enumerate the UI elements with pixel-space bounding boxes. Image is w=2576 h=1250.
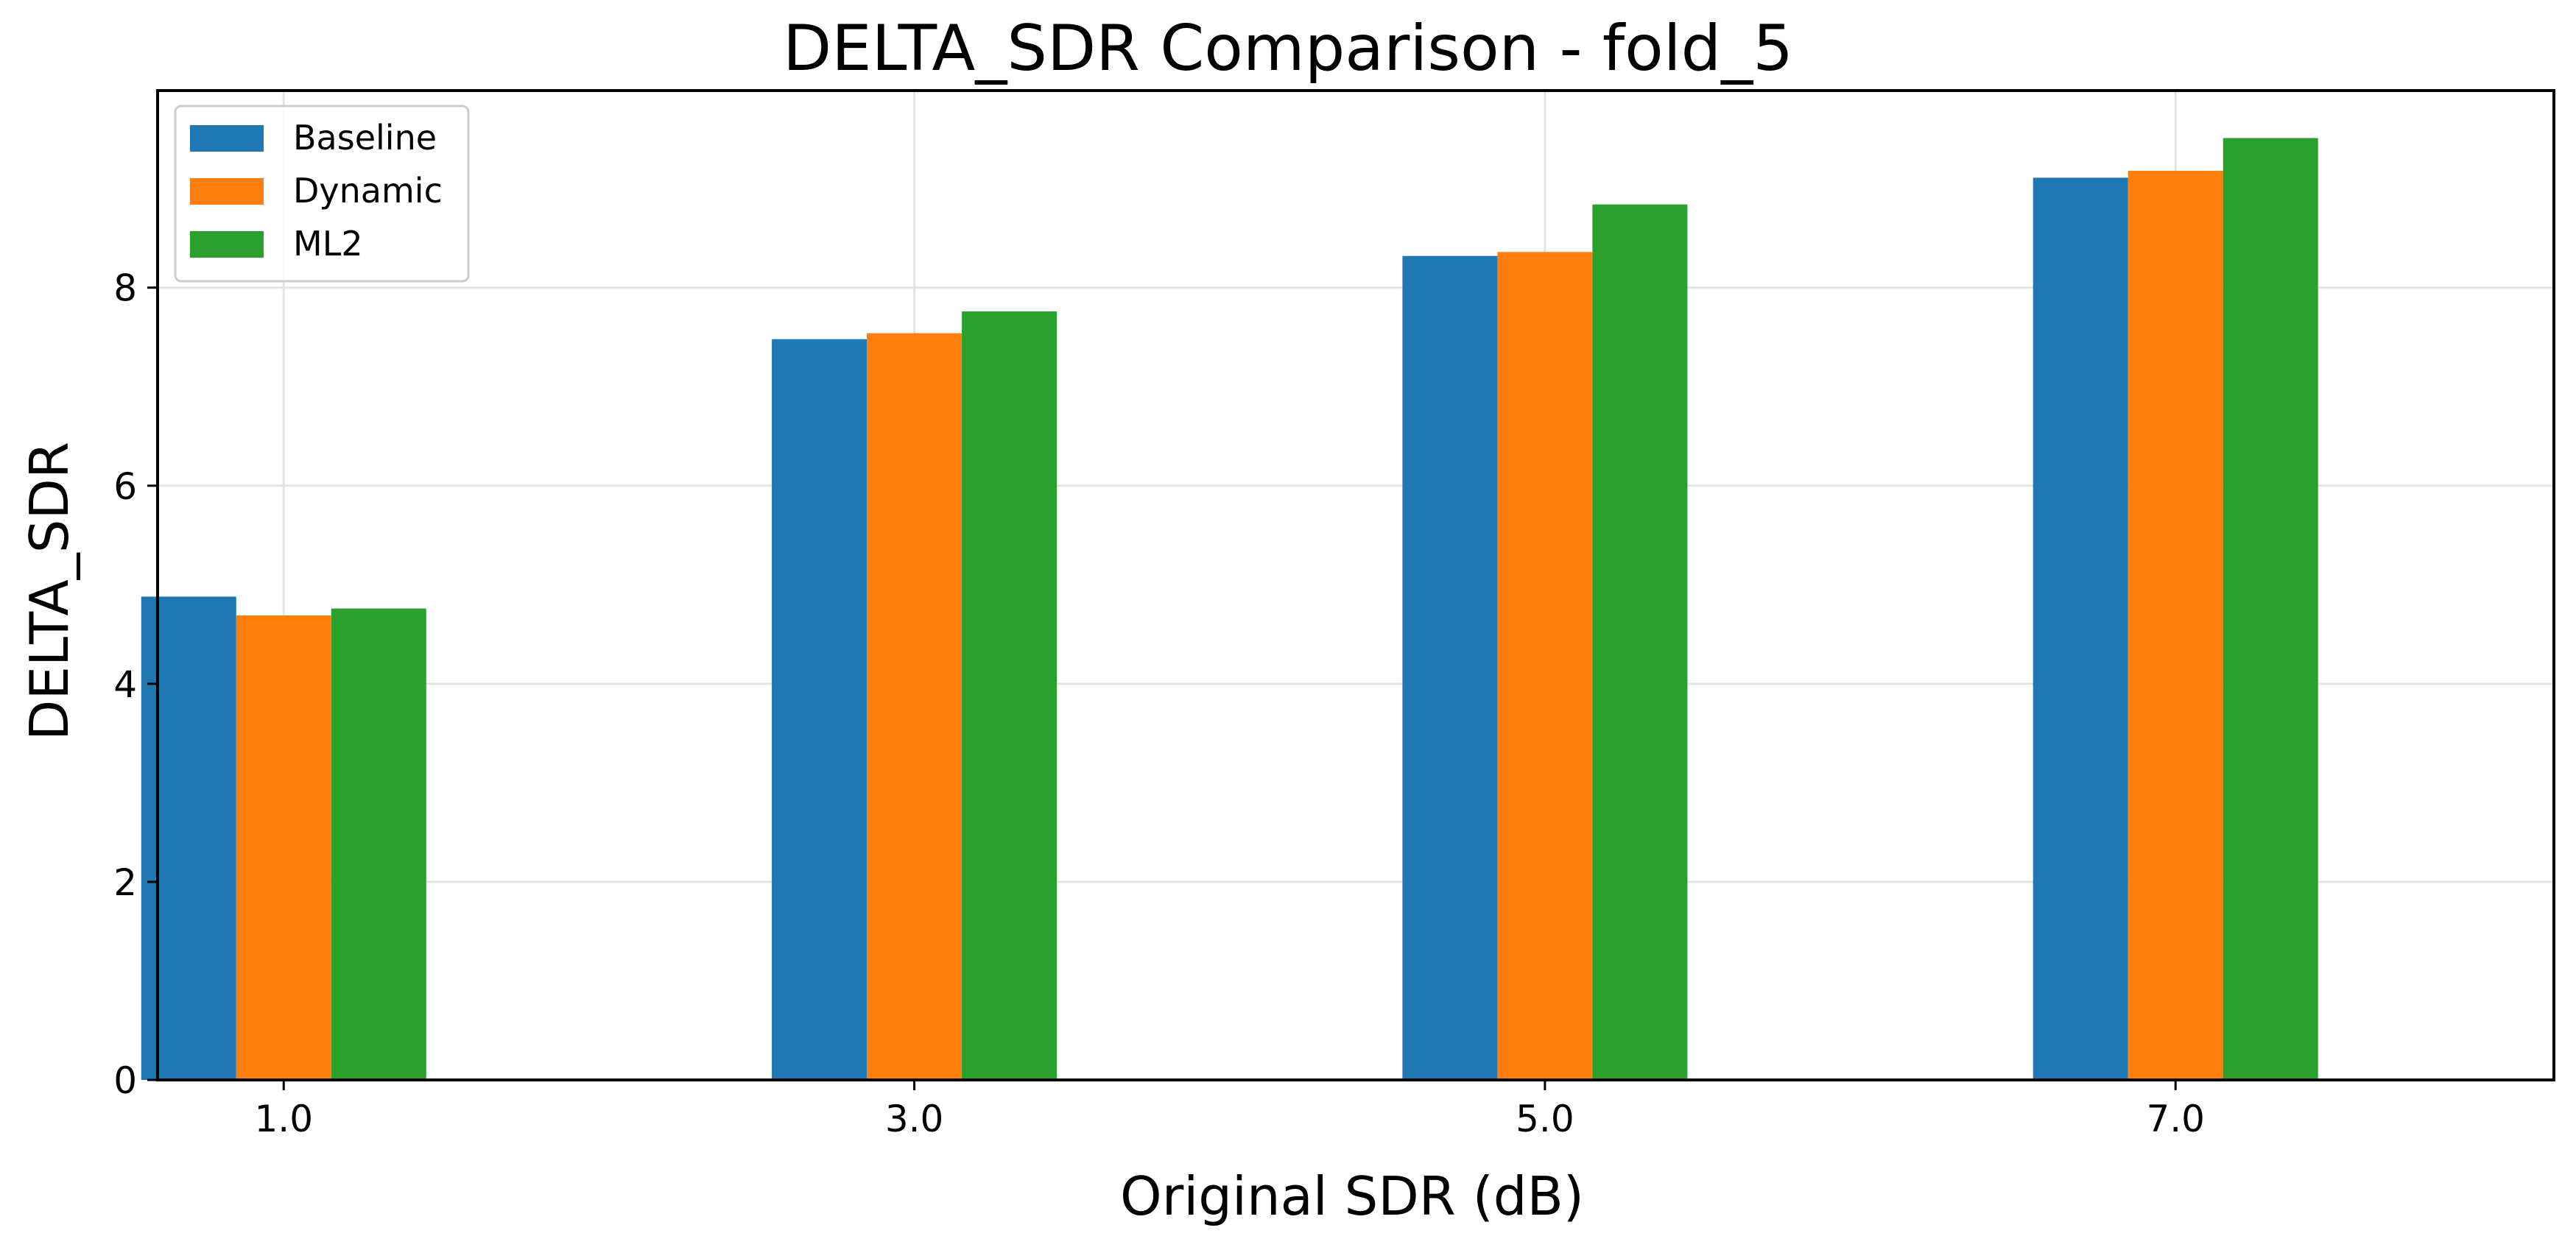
legend-swatch-baseline xyxy=(190,125,264,152)
bar-baseline-5.0 xyxy=(1402,255,1498,1081)
bar-dynamic-7.0 xyxy=(2128,170,2223,1080)
bar-ml2-1.0 xyxy=(331,608,426,1080)
x-tick-label: 3.0 xyxy=(885,1098,944,1140)
bar-ml2-7.0 xyxy=(2223,138,2318,1081)
bar-ml2-5.0 xyxy=(1592,204,1688,1080)
x-axis-label: Original SDR (dB) xyxy=(1120,1165,1584,1227)
y-tick-label: 0 xyxy=(113,1059,137,1102)
legend-label-ml2: ML2 xyxy=(293,224,363,264)
bar-dynamic-5.0 xyxy=(1497,252,1593,1081)
y-tick-label: 8 xyxy=(113,267,137,310)
x-tick-label: 1.0 xyxy=(254,1098,313,1140)
legend-label-dynamic: Dynamic xyxy=(293,171,443,211)
bar-baseline-3.0 xyxy=(772,339,868,1081)
y-axis-label: DELTA_SDR xyxy=(18,442,80,741)
legend-swatch-dynamic xyxy=(190,178,264,205)
x-tick-label: 7.0 xyxy=(2146,1098,2205,1140)
ticks-layer: 0 2 4 6 8 1.0 3.0 5.0 7.0 xyxy=(113,267,2205,1140)
legend: Baseline Dynamic ML2 xyxy=(174,105,470,283)
bar-baseline-1.0 xyxy=(141,596,236,1080)
legend-items: Baseline Dynamic ML2 xyxy=(190,118,443,264)
plot-frame xyxy=(156,89,2555,1081)
bar-dynamic-3.0 xyxy=(867,333,963,1080)
chart-title: DELTA_SDR Comparison - fold_5 xyxy=(783,12,1793,85)
y-tick-label: 2 xyxy=(113,861,137,904)
legend-label-baseline: Baseline xyxy=(293,118,437,158)
bar-dynamic-1.0 xyxy=(236,615,331,1080)
bar-ml2-3.0 xyxy=(962,311,1058,1081)
legend-swatch-ml2 xyxy=(190,231,264,258)
y-tick-label: 4 xyxy=(113,663,137,706)
bar-baseline-7.0 xyxy=(2033,177,2128,1081)
y-tick-label: 6 xyxy=(113,465,137,508)
bars-layer xyxy=(141,138,2318,1081)
x-tick-label: 5.0 xyxy=(1516,1098,1574,1140)
